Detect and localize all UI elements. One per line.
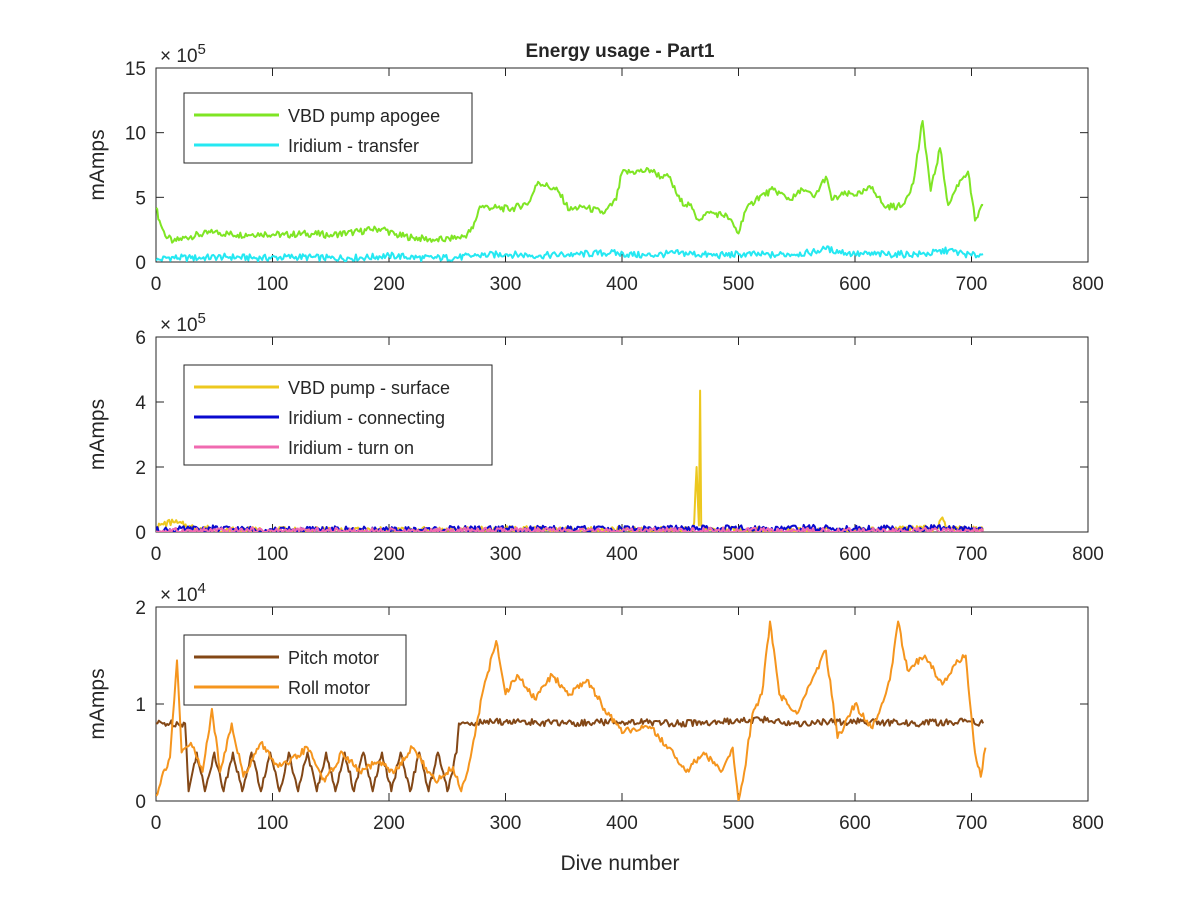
legend-label: VBD pump - surface — [288, 378, 450, 398]
legend-label: Iridium - transfer — [288, 136, 419, 156]
x-tick-label: 0 — [151, 544, 162, 565]
x-tick-label: 300 — [490, 544, 522, 565]
x-tick-label: 100 — [257, 274, 289, 295]
x-tick-label: 500 — [723, 813, 755, 834]
x-tick-label: 100 — [257, 813, 289, 834]
y-tick-label: 6 — [135, 328, 146, 349]
x-tick-label: 700 — [956, 544, 988, 565]
x-tick-label: 600 — [839, 274, 871, 295]
legend-label: VBD pump apogee — [288, 106, 440, 126]
y-exponent-power: 4 — [198, 580, 206, 597]
legend: VBD pump - surface Iridium - connecting Ir… — [183, 364, 493, 466]
x-tick-label: 300 — [490, 813, 522, 834]
y-tick-label: 2 — [135, 598, 146, 619]
y-tick-label: 0 — [135, 523, 146, 544]
x-tick-label: 200 — [373, 544, 405, 565]
x-tick-label: 300 — [490, 274, 522, 295]
y-tick-label: 1 — [135, 695, 146, 716]
y-tick-label: 15 — [125, 59, 146, 80]
y-tick-label: 5 — [135, 188, 146, 209]
legend-label: Pitch motor — [288, 648, 379, 668]
x-tick-label: 500 — [723, 544, 755, 565]
x-tick-label: 200 — [373, 813, 405, 834]
x-tick-label: 800 — [1072, 274, 1104, 295]
x-tick-label: 0 — [151, 813, 162, 834]
y-exponent-power: 5 — [198, 310, 206, 327]
x-tick-label: 600 — [839, 813, 871, 834]
legend-label: Iridium - turn on — [288, 438, 414, 458]
x-tick-label: 0 — [151, 274, 162, 295]
x-tick-label: 400 — [606, 274, 638, 295]
legend-label: Roll motor — [288, 678, 370, 698]
x-axis-label: Dive number — [560, 852, 679, 875]
series-line-3 — [156, 526, 984, 532]
y-axis-label: mAmps — [86, 129, 109, 200]
chart-title: Energy usage - Part1 — [525, 41, 714, 62]
y-tick-label: 0 — [135, 253, 146, 274]
x-tick-label: 500 — [723, 274, 755, 295]
x-tick-label: 400 — [606, 544, 638, 565]
legend: VBD pump apogee Iridium - transfer — [183, 92, 473, 164]
legend: Pitch motor Roll motor — [183, 634, 407, 706]
legend-label: Iridium - connecting — [288, 408, 445, 428]
x-tick-label: 800 — [1072, 813, 1104, 834]
x-tick-label: 800 — [1072, 544, 1104, 565]
x-tick-label: 400 — [606, 813, 638, 834]
y-tick-label: 2 — [135, 458, 146, 479]
y-axis-label: mAmps — [86, 399, 109, 470]
series-line-1 — [156, 715, 985, 793]
x-tick-label: 700 — [956, 274, 988, 295]
series-line-1 — [156, 120, 984, 244]
x-tick-label: 100 — [257, 544, 289, 565]
series-line-2 — [156, 245, 984, 262]
x-tick-label: 700 — [956, 813, 988, 834]
y-tick-label: 10 — [125, 124, 146, 145]
y-axis-label: mAmps — [86, 668, 109, 739]
x-tick-label: 600 — [839, 544, 871, 565]
y-tick-label: 0 — [135, 792, 146, 813]
legend-box — [183, 92, 473, 164]
y-exponent-power: 5 — [198, 41, 206, 58]
series-line-2 — [156, 620, 987, 801]
legend-box — [183, 634, 407, 706]
x-tick-label: 200 — [373, 274, 405, 295]
y-tick-label: 4 — [135, 393, 146, 414]
